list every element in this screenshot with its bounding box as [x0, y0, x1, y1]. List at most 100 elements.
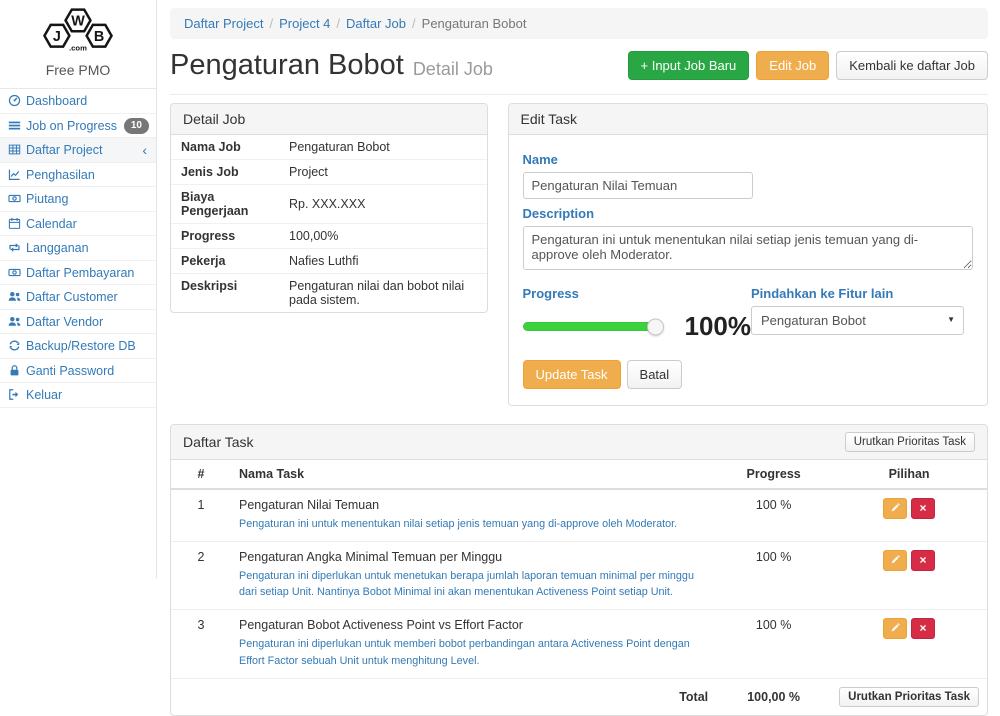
detail-row: Progress 100,00% [171, 223, 487, 249]
breadcrumb-separator: / [269, 16, 274, 31]
sidebar-item-keluar[interactable]: Keluar [0, 383, 156, 408]
kembali-ke-daftar-job-button[interactable]: Kembali ke daftar Job [836, 51, 988, 80]
name-label: Name [522, 152, 558, 167]
breadcrumb-link[interactable]: Daftar Project [184, 16, 264, 31]
detail-row: Jenis Job Project [171, 159, 487, 185]
sidebar-item-label: Piutang [26, 192, 69, 206]
table-row: 3 Pengaturan Bobot Activeness Point vs E… [171, 609, 987, 679]
sidebar-item-dashboard[interactable]: Dashboard [0, 89, 156, 114]
sidebar-item-label: Daftar Customer [26, 290, 118, 304]
input-job-baru-button[interactable]: + Input Job Baru [627, 51, 750, 80]
dashboard-icon [8, 94, 21, 107]
edit-task-row-button[interactable] [883, 498, 908, 519]
detail-value: Pengaturan Bobot [289, 135, 487, 160]
breadcrumb-link[interactable]: Project 4 [279, 16, 331, 31]
sidebar-item-penghasilan[interactable]: Penghasilan [0, 163, 156, 187]
chevron-left-icon: ‹ [142, 142, 147, 158]
sidebar-item-piutang[interactable]: Piutang [0, 187, 156, 212]
sidebar-item-label: Penghasilan [26, 167, 95, 182]
sidebar-item-label: Daftar Vendor [26, 314, 104, 329]
sidebar-item-daftar-customer[interactable]: Daftar Customer [0, 285, 156, 310]
detail-label: Progress [171, 223, 289, 249]
daftar-task-panel: Daftar Task Urutkan Prioritas Task # Nam… [170, 424, 988, 716]
sidebar-item-label: Dashboard [26, 94, 88, 108]
chevron-down-icon: ▼ [947, 315, 955, 324]
page-header: Pengaturan Bobot Detail Job + Input Job … [170, 39, 988, 95]
task-name-input[interactable] [522, 172, 753, 199]
detail-row: Biaya Pengerjaan Rp. XXX.XXX [171, 184, 487, 224]
total-value: 100,00 % [747, 689, 801, 704]
detail-value: Rp. XXX.XXX [289, 184, 487, 224]
sidebar-item-label: Daftar Pembayaran [26, 265, 135, 280]
sidebar-item-langganan[interactable]: Langganan [0, 236, 156, 261]
main-content: Daftar Project / Project 4 / Daftar Job / Peng… [158, 0, 1000, 716]
detail-job-rows: Nama Job Pengaturan Bobot Jenis Job Project… [171, 135, 487, 312]
sidebar-item-label: Calendar [26, 216, 77, 231]
progress-percent-value: 100% [684, 311, 752, 341]
money-icon [8, 192, 21, 205]
task-description: Pengaturan ini untuk menentukan nilai se… [239, 518, 678, 530]
sidebar-item-ganti-password[interactable]: Ganti Password [0, 359, 156, 383]
delete-task-row-button[interactable]: × [911, 618, 936, 640]
progress-label: Progress [522, 286, 579, 301]
table-row: 1 Pengaturan Nilai Temuan Pengaturan ini… [171, 489, 987, 542]
breadcrumb-current: Pengaturan Bobot [421, 16, 527, 31]
lock-icon [8, 364, 21, 377]
urutkan-prioritas-task-button-top[interactable]: Urutkan Prioritas Task [844, 432, 975, 452]
sidebar-item-label: Ganti Password [26, 363, 115, 378]
page-title: Pengaturan Bobot [170, 49, 404, 81]
sidebar-item-daftar-project[interactable]: Daftar Project ‹ [0, 138, 156, 163]
edit-task-panel: Edit Task Name Description Pengaturan in… [507, 103, 988, 406]
task-number: 1 [171, 489, 231, 542]
edit-task-row-button[interactable] [883, 618, 908, 640]
urutkan-prioritas-task-button-bottom[interactable]: Urutkan Prioritas Task [839, 686, 979, 707]
task-progress: 100 % [716, 541, 832, 611]
edit-task-row-button[interactable] [883, 549, 908, 571]
breadcrumb-link[interactable]: Daftar Job [346, 16, 407, 31]
delete-task-row-button[interactable]: × [911, 549, 936, 571]
svg-text:.com: .com [69, 44, 87, 53]
delete-task-row-button[interactable]: × [911, 498, 936, 519]
task-number: 2 [171, 541, 231, 611]
sidebar-item-daftar-pembayaran[interactable]: Daftar Pembayaran [0, 261, 156, 285]
progress-slider[interactable] [522, 318, 664, 335]
daftar-task-panel-title: Daftar Task [183, 434, 254, 450]
detail-label: Biaya Pengerjaan [171, 184, 289, 224]
detail-job-panel: Detail Job Nama Job Pengaturan Bobot Jenis… [170, 103, 488, 313]
list-icon [8, 119, 21, 132]
task-description-textarea[interactable]: Pengaturan ini untuk menentukan nilai se… [522, 226, 973, 270]
task-description: Pengaturan ini diperlukan untuk memberi … [239, 638, 690, 667]
detail-value: Pengaturan nilai dan bobot nilai pada si… [289, 279, 465, 307]
detail-label: Nama Job [171, 135, 289, 160]
move-to-feature-label: Pindahkan ke Fitur lain [751, 286, 894, 301]
detail-row: Nama Job Pengaturan Bobot [171, 135, 487, 160]
detail-label: Pekerja [171, 248, 289, 274]
repeat-icon [8, 241, 21, 254]
calendar-icon [8, 217, 21, 230]
count-badge: 10 [123, 117, 149, 134]
batal-button[interactable]: Batal [626, 360, 683, 389]
move-to-feature-select[interactable]: Pengaturan Bobot ▼ [751, 306, 964, 335]
sidebar-item-backup-restore-db[interactable]: Backup/Restore DB [0, 334, 156, 359]
task-table: # Nama Task Progress Pilihan 1 Pengatura… [171, 460, 987, 715]
column-header-progress: Progress [716, 460, 832, 490]
sidebar-item-label: Backup/Restore DB [26, 339, 136, 353]
task-table-body: 1 Pengaturan Nilai Temuan Pengaturan ini… [171, 489, 987, 679]
sidebar-item-label: Job on Progress [26, 118, 118, 133]
column-header-num: # [171, 460, 231, 490]
edit-task-panel-title: Edit Task [508, 104, 987, 135]
task-progress: 100 % [716, 489, 832, 542]
sidebar-item-daftar-vendor[interactable]: Daftar Vendor [0, 310, 156, 334]
svg-text:J: J [53, 29, 61, 45]
sidebar-item-calendar[interactable]: Calendar [0, 212, 156, 236]
users-icon [8, 315, 21, 328]
svg-text:B: B [94, 29, 104, 45]
table-row: 2 Pengaturan Angka Minimal Temuan per Mi… [171, 541, 987, 611]
progress-slider-handle[interactable] [646, 318, 664, 335]
task-name: Pengaturan Angka Minimal Temuan per Ming… [239, 549, 503, 564]
update-task-button[interactable]: Update Task [522, 360, 621, 389]
edit-job-button[interactable]: Edit Job [756, 51, 830, 80]
sidebar-item-job-on-progress[interactable]: Job on Progress 10 [0, 114, 156, 138]
detail-value: Nafies Luthfi [289, 248, 487, 274]
svg-text:W: W [71, 14, 85, 30]
